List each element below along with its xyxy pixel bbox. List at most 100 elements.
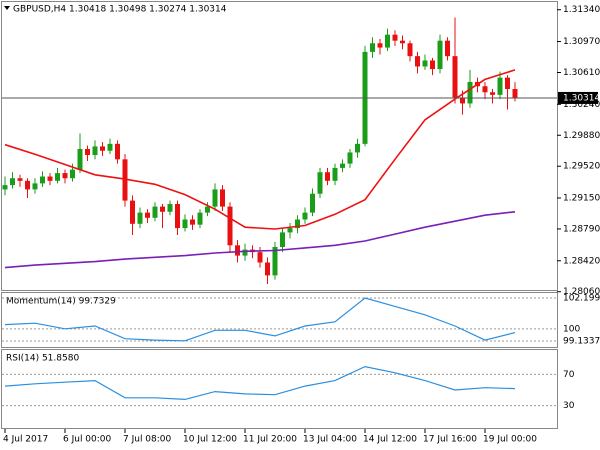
y-tick-label: 30 (563, 401, 575, 411)
candle-body (490, 92, 495, 95)
y-tick-label: 99.1337 (563, 337, 600, 347)
candle-body (482, 86, 488, 93)
candle-body (257, 252, 263, 263)
candle-body (17, 178, 23, 181)
candle-body (235, 245, 240, 256)
rsi-panel (1, 349, 558, 429)
candle-body (25, 180, 30, 190)
candle-body (317, 172, 323, 194)
y-tick-label: 1.30970 (563, 37, 600, 47)
candle-body (197, 212, 203, 225)
candle-body (430, 60, 435, 70)
x-tick-label: 6 Jul 00:00 (63, 435, 112, 445)
rsi-title: RSI(14) 51.8580 (6, 354, 79, 364)
candle-body (62, 173, 68, 179)
candle-body (265, 262, 270, 276)
candle-body (497, 77, 503, 95)
x-tick-label: 10 Jul 12:00 (183, 435, 237, 445)
ma-line (4, 211, 516, 269)
candle-body (145, 212, 150, 218)
y-tick-label: 1.30610 (563, 68, 600, 78)
candle-body (10, 178, 15, 186)
candle-body (287, 228, 293, 233)
ma-line (4, 69, 516, 230)
candle-body (340, 163, 345, 168)
candle-body (115, 143, 120, 160)
candle-body (182, 219, 188, 229)
candle-body (205, 206, 210, 213)
candle-body (392, 34, 398, 41)
momentum-title: Momentum(14) 99.7329 (6, 297, 116, 307)
candle-body (407, 43, 413, 57)
price-label: 1.30314 (563, 93, 600, 103)
candle-body (347, 152, 353, 164)
candle-body (160, 206, 165, 212)
candle-body (385, 34, 390, 48)
x-tick-label: 4 Jul 2017 (3, 435, 48, 445)
candle-body (325, 172, 330, 181)
candle-body (272, 247, 278, 276)
candle-body (437, 40, 443, 70)
candle-body (85, 149, 90, 156)
y-tick-label: 1.29150 (563, 194, 600, 204)
candle-body (377, 43, 383, 48)
candle-body (55, 173, 60, 181)
candle-body (122, 159, 128, 201)
candle-body (332, 167, 338, 181)
candle-body (227, 206, 233, 246)
x-tick-label: 19 Jul 00:00 (483, 435, 537, 445)
y-tick-label: 1.30240 (563, 100, 600, 110)
y-tick-label: 1.28420 (563, 256, 600, 266)
y-tick-label: 1.28790 (563, 224, 600, 234)
candle-body (107, 143, 113, 151)
candle-body (400, 40, 405, 44)
candle-body (460, 97, 465, 104)
candle-body (32, 183, 38, 190)
candle-body (190, 219, 195, 225)
y-tick-label: 102.1994 (563, 294, 600, 304)
candle-body (310, 193, 315, 213)
candle-body (505, 77, 510, 90)
menu-triangle (4, 6, 10, 10)
candle-body (167, 204, 173, 212)
candle-body (47, 176, 53, 181)
candle-body (370, 43, 375, 52)
price-label-box (558, 91, 598, 104)
x-tick-label: 14 Jul 12:00 (363, 435, 417, 445)
y-tick-label: 70 (563, 370, 575, 380)
candle-body (280, 232, 285, 248)
candle-body (467, 81, 473, 104)
chart-title: GBPUSD,H4 1.30418 1.30498 1.30274 1.3031… (13, 5, 227, 15)
candle-body (220, 189, 225, 207)
candle-body (137, 212, 143, 224)
candle-body (445, 40, 450, 57)
y-tick-label: 1.31340 (563, 5, 600, 15)
main-panel (1, 1, 558, 291)
candle-body (415, 56, 420, 67)
momentum-panel (1, 292, 558, 348)
candle-body (40, 176, 45, 184)
candle-body (175, 204, 180, 229)
candle-body (302, 212, 308, 220)
x-tick-label: 13 Jul 04:00 (303, 435, 357, 445)
candle-body (70, 169, 75, 179)
x-tick-label: 11 Jul 20:00 (243, 435, 297, 445)
y-tick-label: 100 (563, 324, 580, 334)
candle-body (2, 185, 8, 190)
candle-body (295, 219, 300, 229)
candle-body (100, 146, 105, 151)
candle-body (212, 189, 218, 207)
y-tick-label: 1.29520 (563, 162, 600, 172)
candle-body (355, 143, 360, 153)
indicator-line (4, 297, 516, 342)
candle-body (77, 149, 83, 170)
candle-body (242, 249, 248, 256)
candle-body (422, 60, 428, 67)
y-tick-label: 1.28060 (563, 287, 600, 297)
candle-body (130, 200, 135, 224)
candle-body (92, 146, 98, 156)
candle-body (452, 56, 458, 98)
y-tick-label: 1.29880 (563, 131, 600, 141)
x-tick-label: 7 Jul 08:00 (123, 435, 172, 445)
